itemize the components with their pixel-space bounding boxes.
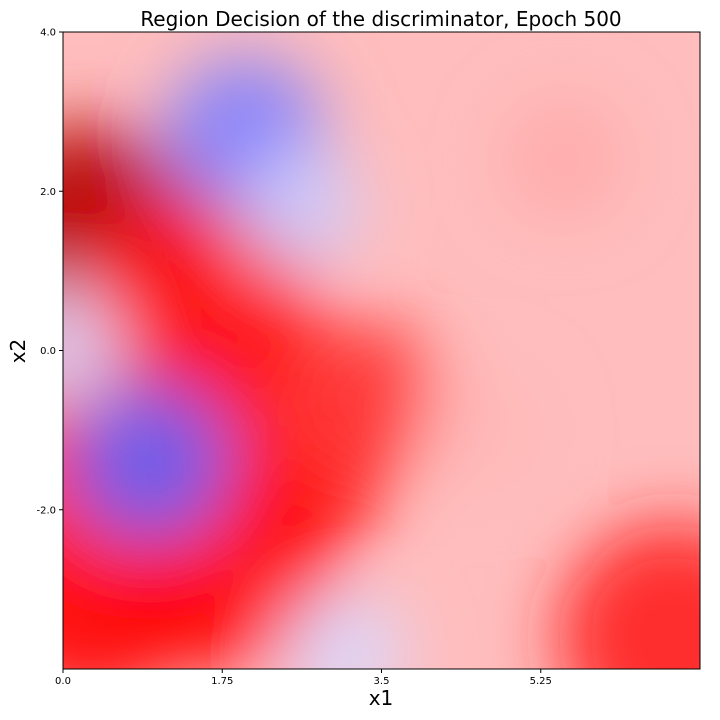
heatmap-region <box>239 147 360 268</box>
x-axis-ticks: 0.0 1.75 3.5 5.25 <box>55 669 552 687</box>
heatmap-region <box>283 318 444 479</box>
y-tick-label: 0.0 <box>40 346 56 357</box>
x-tick-label: 5.25 <box>530 676 552 687</box>
plot-area <box>63 32 700 669</box>
heatmap-region <box>421 370 542 491</box>
chart-title: Region Decision of the discriminator, Ep… <box>140 7 621 31</box>
y-tick-label: -2.0 <box>36 505 56 516</box>
x-tick-label: 0.0 <box>55 676 71 687</box>
y-tick-label: 2.0 <box>40 187 56 198</box>
heatmap-region <box>557 522 700 669</box>
x-tick-label: 3.5 <box>374 676 390 687</box>
heatmap-region <box>503 99 624 220</box>
heatmap-region <box>69 381 230 542</box>
heatmap-regions <box>63 55 700 669</box>
x-tick-label: 1.75 <box>211 676 233 687</box>
y-axis-ticks: 4.0 2.0 0.0 -2.0 <box>36 28 63 516</box>
heatmap-region <box>285 593 406 669</box>
heatmap-region <box>63 286 123 407</box>
y-tick-label: 4.0 <box>40 28 56 39</box>
x-axis-label: x1 <box>369 686 394 710</box>
y-axis-label: x2 <box>6 339 30 364</box>
